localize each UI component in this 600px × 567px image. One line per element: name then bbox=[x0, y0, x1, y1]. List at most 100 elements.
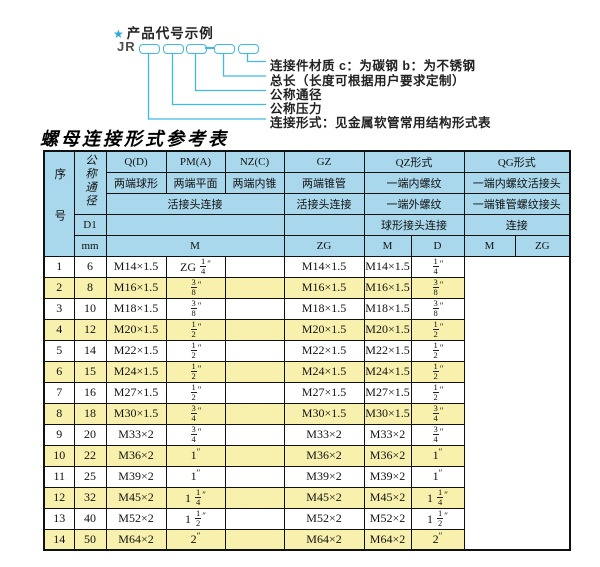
table-cell bbox=[224, 444, 285, 467]
col-header-qg: QG形式 bbox=[463, 150, 571, 173]
subheader-qg-connection: 连接 bbox=[463, 213, 571, 236]
table-cell: 25 bbox=[73, 465, 107, 488]
table-cell: M36×2 bbox=[363, 444, 412, 467]
col-header-zg-gz: ZG bbox=[283, 234, 365, 257]
table-cell: M27×1.5 bbox=[105, 381, 167, 404]
table-cell bbox=[224, 507, 285, 530]
table-title: 螺母连接形式参考表 bbox=[40, 129, 229, 149]
table-cell: 6 bbox=[43, 360, 75, 383]
table-cell: 50 bbox=[73, 528, 107, 551]
table-cell: 1 2 ″ bbox=[410, 318, 465, 341]
table-cell: 1 bbox=[43, 255, 75, 278]
table-cell: M27×1.5 bbox=[363, 381, 412, 404]
col-header-qd: Q(D) bbox=[105, 150, 167, 173]
table-cell: 1 1 2 ″ bbox=[410, 507, 465, 530]
diagram-label-connection: 连接形式：见金属软管常用结构形式表 bbox=[270, 115, 492, 130]
subheader-qz-2: 一端外螺纹 bbox=[363, 192, 465, 215]
table-cell bbox=[224, 339, 285, 362]
table-cell: 32 bbox=[73, 486, 107, 509]
table-cell: 1″ bbox=[410, 444, 465, 467]
table-cell: 8 bbox=[73, 276, 107, 299]
table-cell: 1″ bbox=[165, 444, 226, 467]
table-cell: M14×1.5 bbox=[283, 255, 365, 278]
code-box bbox=[163, 44, 184, 54]
table-cell: 5 bbox=[43, 339, 75, 362]
table-cell: 3 8 ″ bbox=[410, 297, 465, 320]
table-cell: 12 bbox=[43, 486, 75, 509]
subheader-union-connection: 活接头连接 bbox=[105, 192, 285, 215]
table-cell: 3 8 ″ bbox=[165, 276, 226, 299]
table-cell: 1″ bbox=[165, 465, 226, 488]
table-cell: M64×2 bbox=[105, 528, 167, 551]
col-header-m-qg: M bbox=[463, 234, 516, 257]
table-cell: M45×2 bbox=[363, 486, 412, 509]
col-header-pma: PM(A) bbox=[165, 150, 226, 173]
empty-cell bbox=[283, 213, 365, 236]
table-cell: M16×1.5 bbox=[105, 276, 167, 299]
table-cell: M45×2 bbox=[283, 486, 365, 509]
table-body: 1 6 M14×1.5 ZG 1 4 ″ M14×1.5 M14×1.5 1 4 ″ 2 8 M16×1.… bbox=[43, 255, 570, 551]
col-header-qz: QZ形式 bbox=[363, 150, 465, 173]
col-header-xuhao: 序号 bbox=[43, 150, 75, 257]
table-cell: M24×1.5 bbox=[363, 360, 412, 383]
subheader-qg-2: 一端锥管螺纹接头 bbox=[463, 192, 571, 215]
table-cell: M18×1.5 bbox=[105, 297, 167, 320]
code-dash bbox=[205, 47, 214, 49]
table-cell: 3 4 ″ bbox=[410, 402, 465, 425]
table-row: 1 6 M14×1.5 ZG 1 4 ″ M14×1.5 M14×1.5 1 4 ″ bbox=[43, 255, 570, 278]
table-cell: 1 1 2 ″ bbox=[165, 507, 226, 530]
table-row: 12 32 M45×2 1 1 4 ″ M45×2 M45×2 1 1 4 ″ bbox=[43, 486, 570, 509]
table-cell: 22 bbox=[73, 444, 107, 467]
col-header-gz: GZ bbox=[283, 150, 365, 173]
col-header-tongjing: 公称通径 bbox=[73, 150, 107, 215]
table-cell: 18 bbox=[73, 402, 107, 425]
table-row: 13 40 M52×2 1 1 2 ″ M52×2 M52×2 1 1 2 ″ bbox=[43, 507, 570, 530]
table-cell: 1 2 ″ bbox=[410, 339, 465, 362]
table-cell: 1 4 ″ bbox=[410, 255, 465, 278]
table-cell: M52×2 bbox=[363, 507, 412, 530]
col-header-d1: D1 bbox=[73, 213, 107, 236]
code-box bbox=[186, 44, 207, 54]
table-cell: 3 4 ″ bbox=[165, 423, 226, 446]
table-cell: 4 bbox=[43, 318, 75, 341]
col-header-m-qz: M bbox=[363, 234, 412, 257]
col-header-zg-qg: ZG bbox=[514, 234, 571, 257]
table-cell bbox=[224, 360, 285, 383]
code-box bbox=[214, 44, 235, 54]
product-code-diagram: ★ 产品代号示例 JR 连接件材质 c：为碳钢 b：为不锈钢 总长（长度可根据用户… bbox=[0, 0, 600, 135]
table-cell: 1 2 ″ bbox=[410, 360, 465, 383]
subheader-gz: 两端锥管 bbox=[283, 171, 365, 194]
table-cell: 15 bbox=[73, 360, 107, 383]
table-cell: 11 bbox=[43, 465, 75, 488]
diagram-label-pressure: 公称压力 bbox=[270, 101, 323, 116]
table-cell: M30×1.5 bbox=[363, 402, 412, 425]
code-box bbox=[238, 44, 259, 54]
table-cell: 16 bbox=[73, 381, 107, 404]
table-cell: M36×2 bbox=[283, 444, 365, 467]
table-cell: M33×2 bbox=[363, 423, 412, 446]
nut-connection-reference-table: 序号 公称通径 Q(D) PM(A) NZ(C) GZ QZ形式 QG形式 两端… bbox=[43, 150, 572, 551]
table-cell: M14×1.5 bbox=[105, 255, 167, 278]
table-cell: M30×1.5 bbox=[105, 402, 167, 425]
table-cell: 12 bbox=[73, 318, 107, 341]
table-cell: M22×1.5 bbox=[105, 339, 167, 362]
diagram-label-material: 连接件材质 c：为碳钢 b：为不锈钢 bbox=[270, 59, 476, 73]
table-cell: 9 bbox=[43, 423, 75, 446]
table-cell: M14×1.5 bbox=[363, 255, 412, 278]
table-cell: M39×2 bbox=[105, 465, 167, 488]
diagram-label-diameter: 公称通径 bbox=[270, 87, 323, 102]
table-row: 11 25 M39×2 1″ M39×2 M39×2 1″ bbox=[43, 465, 570, 488]
subheader-gz-connection: 活接头连接 bbox=[283, 192, 365, 215]
table-cell bbox=[224, 255, 285, 278]
table-cell: 1 2 ″ bbox=[165, 339, 226, 362]
code-prefix: JR bbox=[117, 39, 136, 54]
table-cell: 2″ bbox=[165, 528, 226, 551]
diagram-heading-text: 产品代号示例 bbox=[126, 26, 214, 41]
table-cell: M39×2 bbox=[363, 465, 412, 488]
table-header: 序号 公称通径 Q(D) PM(A) NZ(C) GZ QZ形式 QG形式 两端… bbox=[43, 150, 571, 257]
table-cell: 20 bbox=[73, 423, 107, 446]
table-row: 4 12 M20×1.5 1 2 ″ M20×1.5 M20×1.5 1 2 ″ bbox=[43, 318, 570, 341]
table-cell: 1 1 4 ″ bbox=[410, 486, 465, 509]
table-cell bbox=[224, 402, 285, 425]
table-cell bbox=[224, 297, 285, 320]
